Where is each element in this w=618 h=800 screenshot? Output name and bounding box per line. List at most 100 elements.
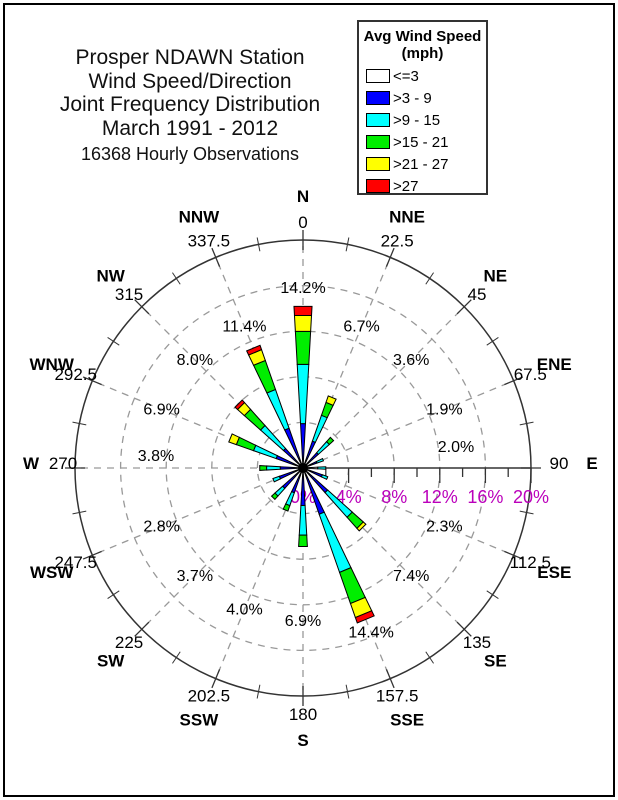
legend-label-1: >3 - 9 [393,89,432,107]
dir-degree-S: 180 [289,705,317,724]
petal-WNW-bin-4 [228,433,240,446]
ring-tick-major-7 [385,669,395,689]
petal-ENE-bin-2 [315,457,325,464]
pct-label-SSE: 14.4% [348,624,393,641]
dir-name-ESE: ESE [537,563,571,582]
petal-NW-bin-5 [234,399,246,411]
pct-label-NNW: 11.4% [222,319,266,336]
petal-W-bin-2 [266,465,281,471]
petal-NNW-bin-3 [252,359,277,394]
legend-box: Avg Wind Speed (mph) <=3 >3 - 9 >9 - 15 >15… [357,20,488,195]
ring-tick-minor-9 [172,651,181,664]
ring-tick-minor-5 [486,590,499,599]
petal-ESE-bin-2 [320,474,329,481]
ring-tick-major-10 [134,621,150,637]
legend-swatch-2 [366,113,390,127]
chart-title-block: Prosper NDAWN Station Wind Speed/Directi… [25,46,355,165]
ring-tick-major-5 [504,550,524,560]
legend-swatch-4 [366,157,390,171]
petal-SSW-bin-3 [282,503,291,512]
dir-degree-SSE: 157.5 [376,686,419,705]
ring-tick-minor-7 [345,684,350,699]
dir-degree-ENE: 67.5 [514,365,547,384]
pct-label-WSW: 2.8% [143,519,179,536]
title-line-4: March 1991 - 2012 [101,116,279,140]
petal-S-bin-3 [298,534,308,548]
dir-name-SSW: SSW [180,710,220,729]
ring-tick-major-11 [82,550,102,560]
dir-name-SSE: SSE [390,710,424,729]
grid-spoke-NNE [305,257,391,462]
pct-label-N: 14.2% [280,280,325,297]
ring-tick-major-15 [211,247,221,267]
dir-name-NNW: NNW [179,208,221,227]
petal-WSW-bin-2 [272,475,282,483]
grid-spoke-ENE [309,380,514,466]
ring-tick-minor-11 [72,510,87,515]
ring-tick-minor-8 [256,684,261,699]
dir-degree-NE: 45 [467,285,486,304]
grid-spoke-WSW [92,470,297,556]
petal-E-bin-2 [317,466,327,470]
petal-NNW-bin-5 [245,344,263,356]
ring-tick-minor-4 [519,510,534,515]
pct-label-W: 3.8% [138,448,174,465]
legend-label-3: >15 - 21 [393,133,449,151]
rose-center-hub [298,463,308,473]
ring-tick-minor-15 [256,237,261,252]
dir-name-W: W [23,454,40,473]
ring-tick-minor-3 [519,421,534,426]
dir-name-ENE: ENE [537,355,572,374]
petal-SW-bin-3 [270,492,279,501]
ring-tick-major-13 [82,376,102,386]
legend-swatch-1 [366,91,390,105]
pct-label-E: 2.0% [438,439,474,456]
petal-WNW-bin-2 [252,444,278,460]
title-line-1: Prosper NDAWN Station [75,46,305,69]
legend-title-line-1: Avg Wind Speed [363,28,482,45]
ring-tick-major-2 [456,299,472,315]
legend-row-0: <=3 [359,65,486,87]
ring-tick-minor-12 [72,421,87,426]
pct-label-WNW: 6.9% [143,401,179,418]
legend-label-2: >9 - 15 [393,111,441,129]
grid-spoke-SW [141,472,299,630]
petal-NNW-bin-2 [266,388,290,431]
pct-label-SE: 7.4% [393,568,429,585]
petal-NNE-bin-4 [325,395,337,406]
radial-scale-label-12%: 12% [422,487,458,507]
dir-name-S: S [297,731,308,750]
petal-SE-bin-4 [356,521,367,532]
legend-label-0: <=3 [393,67,419,85]
petal-NW-bin-2 [259,424,287,452]
pct-label-NNE: 6.7% [343,319,379,336]
dir-degree-WNW: 292.5 [54,365,97,384]
petal-N-bin-3 [294,330,312,365]
petal-NE-bin-2 [315,440,331,456]
radial-scale-label-16%: 16% [467,487,503,507]
dir-name-NNE: NNE [389,208,425,227]
grid-spoke-ESE [309,470,514,556]
grid-spoke-NW [141,306,299,464]
pct-label-ESE: 2.3% [426,519,462,536]
pct-label-ENE: 1.9% [426,401,462,418]
legend-row-5: >27 [359,175,486,197]
grid-spoke-NE [307,306,465,464]
pct-label-SSW: 4.0% [226,601,262,618]
petal-SSE-bin-2 [318,511,352,574]
ring-tick-minor-10 [107,590,120,599]
legend-label-4: >21 - 27 [393,155,449,173]
pct-label-S: 6.9% [285,613,321,630]
pct-label-SW: 3.7% [177,568,213,585]
grid-spoke-WNW [92,380,297,466]
dir-name-NE: NE [484,267,508,286]
petal-N-bin-1 [299,423,307,469]
legend-items: <=3 >3 - 9 >9 - 15 >15 - 21 >21 - 27 >27 [359,65,486,197]
ring-tick-minor-6 [425,651,434,664]
dir-name-SE: SE [484,651,507,670]
legend-swatch-3 [366,135,390,149]
title-line-3: Joint Frequency Distribution [59,93,321,116]
ring-tick-minor-14 [172,272,181,285]
ring-tick-minor-13 [107,337,120,346]
